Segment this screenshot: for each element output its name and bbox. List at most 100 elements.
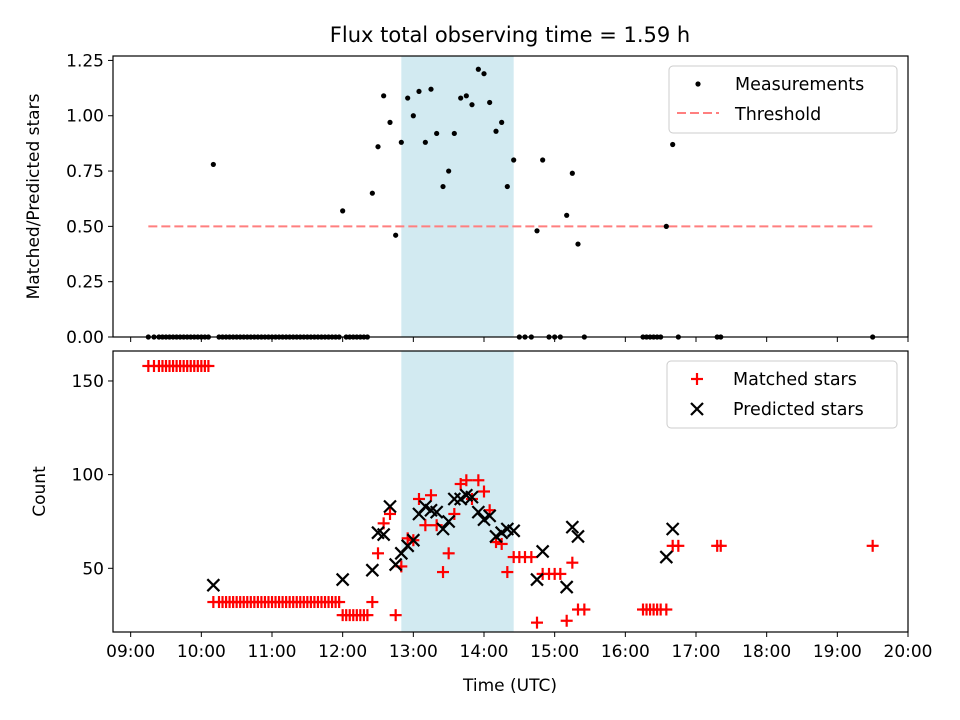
measurement-point: [381, 93, 387, 99]
bottom-y-axis-label: Count: [30, 466, 50, 517]
measurement-point: [434, 130, 440, 137]
x-tick-label: 13:00: [389, 642, 438, 662]
legend-measurements-label: Measurements: [735, 75, 864, 95]
measurement-point: [387, 119, 393, 125]
predicted-star-stroke-b: [571, 529, 585, 544]
x-tick-label: 20:00: [884, 642, 933, 662]
measurement-point: [540, 157, 546, 163]
matched-star-marker: [419, 519, 432, 532]
measurement-point: [469, 102, 475, 108]
predicted-star-stroke-b: [500, 522, 515, 536]
predicted-star-marker: [383, 499, 397, 514]
predicted-star-stroke-b: [383, 499, 397, 514]
x-tick-label: 10:00: [177, 642, 226, 662]
predicted-star-stroke-b: [530, 572, 544, 587]
matched-star-marker: [525, 551, 538, 564]
measurement-point: [446, 168, 452, 174]
predicted-star-stroke-b: [376, 527, 391, 542]
measurement-point: [422, 139, 428, 145]
predicted-star-stroke-b: [565, 520, 580, 534]
bottom-axes-frame: [112, 350, 909, 633]
top-axes-frame: [112, 55, 909, 338]
x-tick-label: 18:00: [742, 642, 791, 662]
top-panel: 0.00 0.25 0.50 0.75 1.00 1.25 Matched/Predict…: [24, 51, 909, 348]
top-y-tick-label: 0.00: [66, 328, 104, 348]
measurement-point: [375, 144, 381, 150]
predicted-star-stroke-b: [406, 533, 421, 547]
matched-star-marker: [472, 474, 485, 487]
measurement-point: [499, 119, 505, 125]
predicted-stars-points: [206, 488, 680, 594]
matched-star-marker: [366, 596, 379, 609]
matched-star-marker: [437, 566, 450, 579]
predicted-star-marker: [335, 572, 350, 587]
predicted-star-stroke-b: [441, 514, 456, 529]
top-x-axis-ticks: [130, 337, 909, 342]
matched-star-marker: [578, 603, 591, 616]
predicted-star-stroke-b: [559, 580, 574, 594]
legend-matched-marker: [691, 373, 703, 385]
predicted-star-marker: [365, 563, 380, 577]
predicted-star-stroke-b: [447, 492, 462, 506]
predicted-star-marker: [447, 492, 462, 506]
predicted-star-marker: [565, 520, 580, 534]
x-tick-label: 14:00: [460, 642, 509, 662]
predicted-star-marker: [506, 524, 521, 538]
measurement-point: [210, 161, 216, 168]
predicted-star-stroke-b: [471, 505, 486, 519]
bottom-legend-box: [666, 360, 898, 429]
predicted-star-marker: [665, 522, 680, 536]
measurement-point: [393, 232, 399, 238]
predicted-star-marker: [535, 544, 550, 559]
predicted-star-stroke-b: [659, 550, 674, 564]
x-tick-label: 19:00: [813, 642, 862, 662]
predicted-star-stroke-b: [506, 524, 521, 538]
matched-star-marker: [554, 567, 567, 580]
predicted-star-marker: [471, 505, 486, 519]
top-y-tick-label: 1.25: [66, 51, 104, 71]
measurement-point: [493, 128, 499, 134]
x-tick-label: 09:00: [106, 642, 155, 662]
measurement-point: [504, 183, 510, 190]
legend-threshold-label: Threshold: [734, 105, 821, 125]
x-tick-label: 16:00: [601, 642, 650, 662]
top-legend: Measurements Threshold: [668, 65, 898, 134]
matched-star-marker: [460, 474, 473, 487]
measurement-point: [451, 130, 457, 137]
matched-star-marker: [372, 547, 384, 560]
predicted-star-stroke-b: [459, 488, 474, 503]
predicted-star-stroke-b: [335, 572, 350, 587]
predicted-star-stroke-b: [388, 557, 403, 572]
bottom-x-axis-ticks: 09:00 10:00 11:00 12:00 13:00 14:00 15:00 16:00…: [106, 632, 933, 662]
legend-matched-label: Matched stars: [733, 370, 857, 390]
top-legend-box: [668, 65, 898, 134]
legend-predicted-label: Predicted stars: [733, 400, 864, 420]
matched-star-marker: [465, 492, 478, 505]
matched-star-marker: [560, 614, 573, 627]
predicted-star-marker: [559, 580, 574, 594]
top-y-tick-label: 1.00: [66, 107, 104, 127]
measurement-point: [575, 241, 581, 247]
top-y-tick-label: 0.75: [66, 162, 104, 182]
matched-star-marker: [866, 539, 879, 552]
x-tick-label: 15:00: [530, 642, 579, 662]
predicted-star-marker: [441, 514, 456, 529]
matched-star-marker: [714, 539, 727, 552]
predicted-star-stroke-b: [206, 578, 221, 592]
matched-stars-points: [142, 359, 879, 629]
measurement-point: [369, 190, 375, 196]
matched-star-marker: [660, 603, 673, 616]
matched-star-marker: [566, 556, 579, 569]
predicted-star-marker: [406, 533, 421, 547]
matched-star-marker: [672, 539, 685, 552]
matched-star-marker: [448, 507, 461, 520]
legend-measurements-marker: [695, 81, 701, 87]
predicted-star-stroke-b: [665, 522, 680, 536]
measurement-point: [428, 86, 434, 92]
predicted-star-stroke-b: [418, 499, 433, 514]
bottom-highlight-span: [401, 351, 514, 632]
measurement-point: [410, 113, 416, 119]
measurement-point: [405, 95, 411, 101]
measurement-point: [475, 66, 481, 72]
predicted-star-marker: [482, 509, 497, 523]
